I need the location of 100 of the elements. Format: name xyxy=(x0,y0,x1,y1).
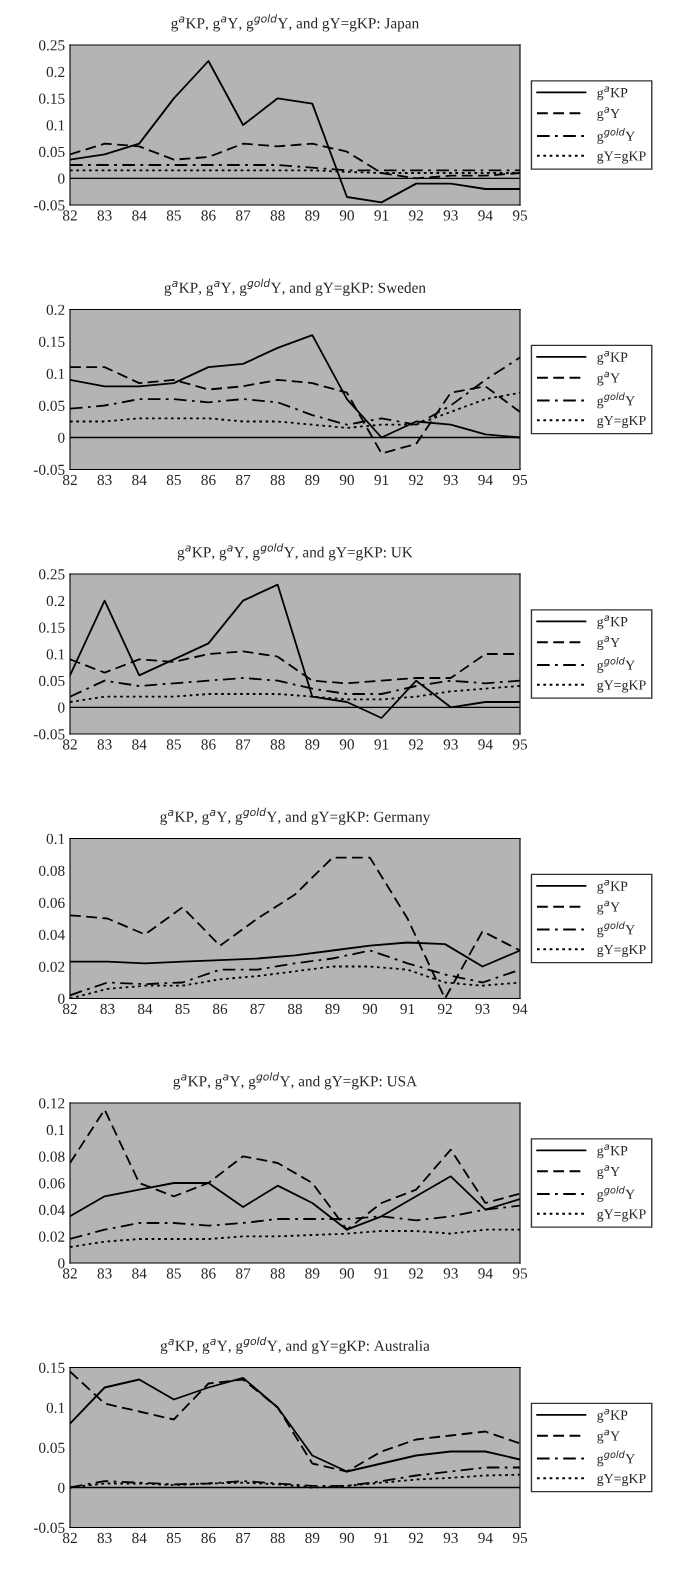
y-tick-label: 0.1 xyxy=(46,368,65,380)
x-tick-label: 83 xyxy=(97,1532,112,1544)
x-tick-label: 86 xyxy=(212,1003,228,1015)
x-tick-label: 92 xyxy=(409,1268,423,1279)
x-tick-label: 89 xyxy=(305,1268,320,1279)
x-tick-label: 89 xyxy=(305,474,320,486)
legend-label: g$^{a}$Y xyxy=(597,900,620,915)
legend-label: g$^{a}$Y xyxy=(597,636,620,651)
y-tick-label: 0 xyxy=(58,1482,65,1493)
x-tick-label: 82 xyxy=(62,1003,77,1015)
legend-label: g$^{a}$KP xyxy=(597,615,628,630)
x-tick-label: 88 xyxy=(270,210,285,221)
x-tick-label: 86 xyxy=(201,1532,216,1544)
x-tick-label: 82 xyxy=(62,474,77,486)
x-tick-label: 83 xyxy=(100,1003,115,1015)
legend-label: g$^{gold}$Y xyxy=(597,128,635,144)
x-tick-label: 87 xyxy=(236,474,251,486)
x-tick-label: 89 xyxy=(305,1532,320,1544)
x-tick-label: 91 xyxy=(374,739,389,750)
y-tick-label: 0.08 xyxy=(38,1151,65,1162)
x-tick-label: 94 xyxy=(478,1268,493,1279)
y-tick-label: 0.1 xyxy=(46,833,65,845)
x-tick-label: 83 xyxy=(97,474,112,486)
x-tick-label: 91 xyxy=(374,1268,389,1279)
x-tick-label: 91 xyxy=(374,1532,389,1544)
x-tick-label: 91 xyxy=(374,210,389,221)
x-tick-label: 91 xyxy=(400,1003,415,1015)
y-tick-label: 0.04 xyxy=(38,1204,65,1216)
x-tick-label: 84 xyxy=(132,474,147,486)
y-tick-label: 0.25 xyxy=(38,569,65,580)
x-tick-label: 88 xyxy=(270,1268,285,1279)
y-tick-label: 0 xyxy=(58,173,65,184)
x-tick-label: 85 xyxy=(166,210,181,221)
x-tick-label: 90 xyxy=(339,474,354,486)
x-tick-label: 89 xyxy=(305,210,320,221)
y-tick-label: 0.1 xyxy=(46,1402,65,1414)
y-tick-label: 0.02 xyxy=(38,961,65,973)
x-tick-label: 86 xyxy=(201,210,216,221)
chart-title: g$^{a}$KP, g$^{a}$Y, g$^{gold}$Y, and gY=gKP: Japan xyxy=(171,14,419,32)
x-tick-label: 84 xyxy=(137,1003,153,1015)
x-tick-label: 84 xyxy=(132,210,147,221)
x-tick-label: 86 xyxy=(201,474,216,486)
chart-title: g$^{a}$KP, g$^{a}$Y, g$^{gold}$Y, and gY=gKP: Sweden xyxy=(164,278,426,297)
x-tick-label: 92 xyxy=(409,739,423,750)
y-tick-label: 0.05 xyxy=(38,675,65,687)
legend-label: gY=gKP xyxy=(597,1209,646,1222)
x-tick-label: 87 xyxy=(250,1003,265,1015)
y-tick-label: 0 xyxy=(58,1258,65,1269)
x-tick-label: 88 xyxy=(270,739,285,750)
x-tick-label: 86 xyxy=(201,1268,216,1279)
legend-label: g$^{a}$Y xyxy=(597,1429,620,1444)
chart-title: g$^{a}$KP, g$^{a}$Y, g$^{gold}$Y, and gY=gKP: USA xyxy=(173,1072,418,1090)
x-tick-label: 88 xyxy=(287,1003,303,1015)
x-tick-label: 93 xyxy=(443,1532,458,1544)
y-tick-label: 0.06 xyxy=(38,1178,65,1189)
x-tick-label: 95 xyxy=(512,474,528,486)
y-tick-label: 0.02 xyxy=(38,1231,65,1242)
chart-title: g$^{a}$KP, g$^{a}$Y, g$^{gold}$Y, and gY=gKP: Germany xyxy=(160,807,431,826)
y-tick-label: 0.1 xyxy=(46,649,65,660)
y-tick-label: 0.1 xyxy=(46,1124,65,1136)
y-tick-label: 0.15 xyxy=(38,336,65,348)
y-tick-label: -0.05 xyxy=(33,464,65,476)
x-tick-label: 93 xyxy=(443,210,458,221)
x-tick-label: 90 xyxy=(339,1268,354,1279)
chart-title: g$^{a}$KP, g$^{a}$Y, g$^{gold}$Y, and gY=gKP: UK xyxy=(177,543,413,561)
legend-label: gY=gKP xyxy=(597,415,646,429)
legend-label: g$^{gold}$Y xyxy=(597,392,635,409)
x-tick-label: 82 xyxy=(62,1532,77,1544)
x-tick-label: 84 xyxy=(132,739,147,750)
x-tick-label: 94 xyxy=(478,474,493,486)
x-tick-label: 93 xyxy=(443,1268,458,1279)
x-tick-label: 93 xyxy=(475,1003,490,1015)
x-tick-label: 92 xyxy=(409,210,423,221)
y-tick-label: 0.2 xyxy=(46,595,65,607)
x-tick-label: 85 xyxy=(166,474,181,486)
x-tick-label: 89 xyxy=(325,1003,340,1015)
x-tick-label: 94 xyxy=(478,1532,493,1544)
y-tick-label: 0.05 xyxy=(38,1442,65,1454)
y-tick-label: 0.25 xyxy=(38,40,65,51)
legend-label: g$^{a}$KP xyxy=(597,1408,628,1423)
y-tick-label: 0.1 xyxy=(46,120,65,131)
x-tick-label: 92 xyxy=(409,1532,423,1544)
x-tick-label: 95 xyxy=(512,1532,528,1544)
x-tick-label: 85 xyxy=(166,739,181,750)
legend-label: g$^{a}$KP xyxy=(597,1144,628,1159)
legend-label: g$^{gold}$Y xyxy=(597,657,635,673)
y-tick-label: 0.12 xyxy=(38,1098,65,1109)
y-tick-label: 0.15 xyxy=(38,1362,65,1374)
x-tick-label: 88 xyxy=(270,1532,285,1544)
y-tick-label: -0.05 xyxy=(33,200,65,211)
x-tick-label: 84 xyxy=(132,1268,147,1279)
y-tick-label: 0.06 xyxy=(38,897,65,909)
x-tick-label: 91 xyxy=(374,474,389,486)
x-tick-label: 93 xyxy=(443,739,458,750)
x-tick-label: 87 xyxy=(236,210,251,221)
y-tick-label: 0 xyxy=(58,432,65,443)
x-tick-label: 85 xyxy=(166,1532,181,1544)
x-tick-label: 94 xyxy=(512,1003,528,1015)
y-tick-label: 0 xyxy=(58,993,65,1004)
x-tick-label: 94 xyxy=(478,210,493,221)
